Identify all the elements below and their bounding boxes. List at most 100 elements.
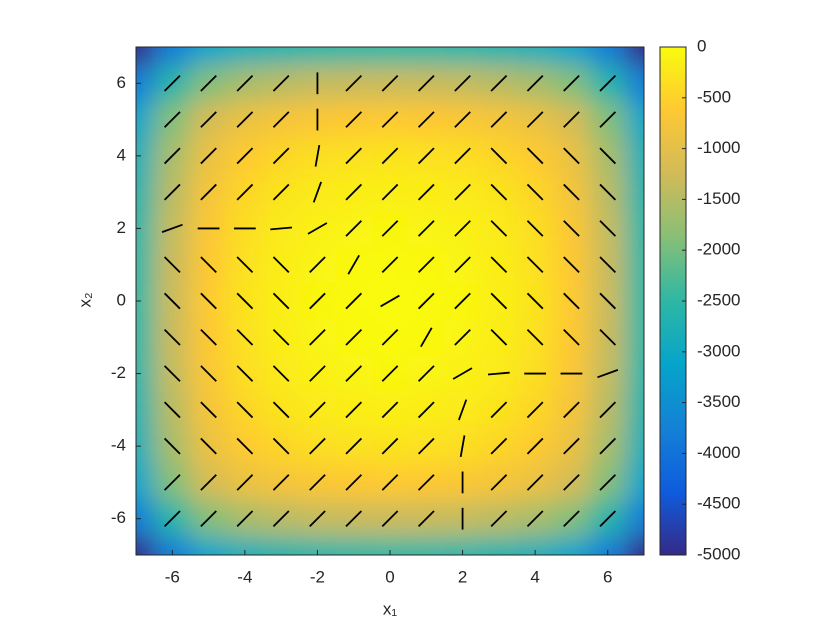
x-tick-label: 2	[458, 567, 467, 586]
x-tick-label: -6	[165, 567, 180, 586]
quiver-arrow	[309, 510, 326, 528]
quiver-arrow	[272, 437, 290, 455]
heat-cell	[625, 464, 644, 502]
quiver-arrow	[563, 147, 580, 165]
colorbar-tick-label: -2500	[697, 290, 740, 309]
quiver-arrow	[163, 510, 181, 528]
heat-cell	[190, 47, 228, 66]
quiver-arrow	[163, 474, 181, 491]
quiver-arrow	[200, 510, 217, 528]
quiver-arrow	[309, 256, 326, 274]
quiver-arrow	[381, 401, 399, 419]
colorbar	[659, 46, 687, 556]
x-tick-label: 6	[603, 567, 612, 586]
heat-cell	[136, 464, 155, 502]
heat-cell	[553, 536, 591, 555]
quiver-arrow	[599, 74, 617, 92]
colorbar-tick-label: -5000	[697, 544, 740, 563]
quiver-arrow	[163, 292, 181, 310]
quiver	[161, 72, 619, 530]
heat-cell	[335, 536, 373, 555]
heat-cell	[444, 536, 482, 555]
quiver-arrow	[563, 74, 580, 92]
quiver-arrow	[200, 256, 217, 274]
quiver-arrow	[417, 256, 435, 274]
x-tick-label: 0	[385, 567, 394, 586]
heat-cell	[480, 536, 518, 555]
quiver-arrow	[417, 111, 435, 128]
heat-cell	[136, 500, 155, 538]
quiver-arrow	[417, 401, 435, 419]
quiver-arrow	[417, 220, 435, 237]
quiver-arrow	[236, 292, 254, 310]
quiver-arrow	[458, 399, 468, 421]
colorbar-tick-label: -3500	[697, 392, 740, 411]
heatmap	[136, 47, 644, 555]
quiver-arrow	[417, 292, 435, 310]
quiver-arrow	[526, 510, 544, 528]
quiver-arrow	[345, 220, 363, 237]
quiver-arrow	[563, 292, 580, 310]
quiver-arrow	[490, 74, 508, 92]
quiver-arrow	[236, 147, 254, 165]
quiver-arrow	[163, 183, 181, 201]
quiver-arrow	[490, 474, 508, 491]
quiver-arrow	[490, 437, 508, 455]
quiver-arrow	[454, 256, 471, 274]
quiver-arrow	[200, 74, 217, 92]
colorbar-tick-label: -4500	[697, 494, 740, 513]
quiver-arrow	[599, 510, 617, 528]
quiver-arrow	[163, 256, 181, 274]
quiver-arrow	[490, 328, 508, 346]
heat-cell	[625, 282, 644, 320]
quiver-arrow	[309, 401, 326, 419]
quiver-arrow	[454, 147, 471, 165]
quiver-arrow	[563, 474, 580, 491]
heat-cell	[480, 47, 518, 66]
heat-cell	[136, 101, 155, 139]
colorbar-tick-label: -500	[697, 87, 731, 106]
quiver-arrow	[454, 292, 471, 310]
quiver-arrow	[272, 292, 290, 310]
heat-cell	[226, 47, 264, 66]
heat-cell	[136, 355, 155, 393]
quiver-arrow	[526, 328, 544, 346]
quiver-arrow	[563, 183, 580, 201]
quiver-arrow	[307, 222, 328, 235]
quiver-arrow	[417, 437, 435, 455]
quiver-arrow	[200, 474, 217, 491]
quiver-arrow	[200, 183, 217, 201]
heat-cell	[517, 47, 554, 66]
colorbar-tick-label: 0	[697, 36, 706, 55]
quiver-arrow	[236, 401, 254, 419]
quiver-arrow	[200, 328, 217, 346]
quiver-arrow	[490, 220, 508, 237]
quiver-arrow	[345, 401, 363, 419]
quiver-arrow	[236, 328, 254, 346]
quiver-arrow	[163, 437, 181, 455]
quiver-arrow	[200, 292, 217, 310]
colorbar-tick-label: -4000	[697, 443, 740, 462]
heat-cell	[625, 319, 644, 356]
heat-cell	[625, 391, 644, 429]
quiver-arrow	[599, 147, 617, 165]
y-tick-label: 2	[117, 218, 126, 237]
quiver-arrow	[314, 144, 321, 167]
quiver-arrow	[345, 328, 363, 346]
quiver-arrow	[599, 328, 617, 346]
heat-cell	[154, 536, 191, 555]
heat-cell	[589, 536, 627, 555]
quiver-arrow	[345, 74, 363, 92]
quiver-arrow	[236, 74, 254, 92]
quiver-arrow	[381, 474, 399, 491]
y-tick-label: -2	[111, 363, 126, 382]
quiver-arrow	[487, 371, 510, 376]
quiver-arrow	[272, 147, 290, 165]
heat-cell	[589, 47, 627, 66]
quiver-arrow	[526, 111, 544, 128]
quiver-arrow	[563, 437, 580, 455]
heat-cell	[226, 536, 264, 555]
heat-cell	[625, 355, 644, 393]
quiver-arrow	[345, 147, 363, 165]
quiver-arrow	[309, 437, 326, 455]
